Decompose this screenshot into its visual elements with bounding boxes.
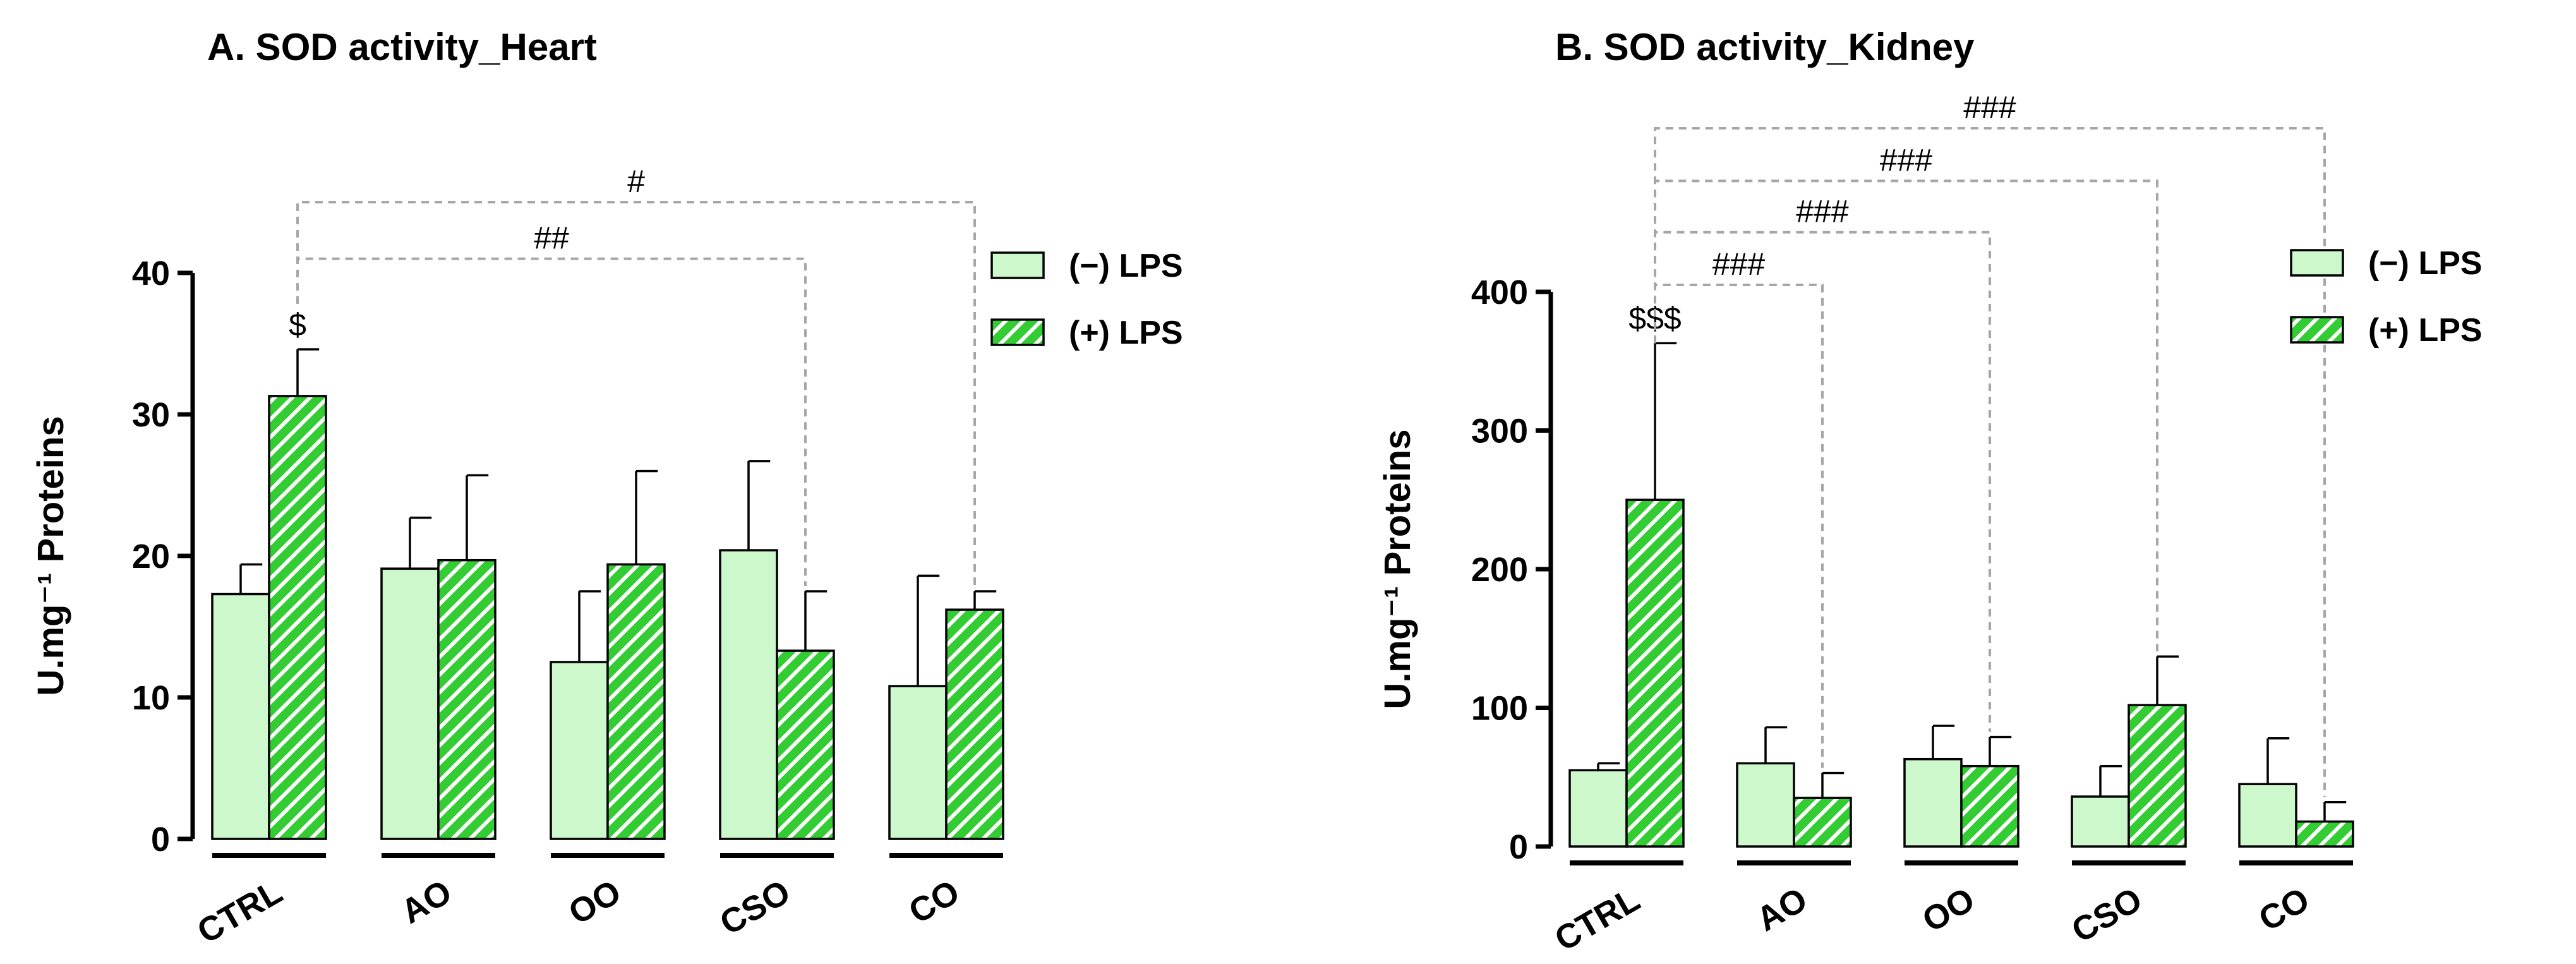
bar-ctrl-neg-lps bbox=[211, 593, 270, 840]
y-axis-label: U.mg⁻¹ Proteins bbox=[30, 416, 71, 696]
bar-co-neg-lps bbox=[2238, 783, 2297, 848]
bar-ctrl-neg-lps bbox=[1568, 769, 1628, 848]
significance-label-ctrl: $ bbox=[289, 307, 306, 342]
x-tick-label-ctrl: CTRL bbox=[191, 872, 289, 951]
x-tick-label-ctrl: CTRL bbox=[1548, 880, 1646, 958]
x-tick-label-oo: OO bbox=[562, 872, 627, 932]
bar-co-pos-lps bbox=[945, 608, 1004, 840]
x-tick-label-ao: AO bbox=[395, 872, 458, 931]
bar-oo-pos-lps bbox=[606, 563, 666, 840]
x-tick-label-cso: CSO bbox=[714, 872, 797, 942]
bracket-label-ctrl-cso: ## bbox=[534, 220, 569, 256]
bracket-label-ctrl-cso: ### bbox=[1880, 142, 1933, 178]
y-tick-label-200: 200 bbox=[1471, 551, 1528, 589]
x-tick-label-co: CO bbox=[2253, 880, 2316, 938]
legend-swatch-pos-lps bbox=[990, 318, 1045, 346]
bracket-label-ctrl-oo: ### bbox=[1796, 194, 1849, 229]
bracket-label-ctrl-co: ### bbox=[1963, 90, 2016, 125]
y-tick-label-0: 0 bbox=[151, 821, 170, 859]
bar-oo-neg-lps bbox=[550, 661, 609, 840]
legend-label-pos-lps: (+) LPS bbox=[1069, 315, 1183, 351]
bracket-label-ctrl-ao: ### bbox=[1712, 246, 1766, 282]
legend-label-pos-lps: (+) LPS bbox=[2368, 312, 2483, 349]
y-tick-label-10: 10 bbox=[132, 679, 170, 717]
x-tick-label-oo: OO bbox=[1916, 880, 1981, 939]
bar-co-pos-lps bbox=[2295, 820, 2354, 848]
bar-ao-neg-lps bbox=[1736, 762, 1795, 848]
bracket-ctrl-co bbox=[1654, 126, 2326, 797]
panel-kidney: B. SOD activity_Kidney 0 100 200 300 400 U.mg⁻… bbox=[1377, 26, 2483, 958]
y-tick-label-100: 100 bbox=[1471, 690, 1528, 728]
legend-swatch-pos-lps bbox=[2290, 316, 2344, 344]
significance-label-ctrl: $$$ bbox=[1628, 301, 1681, 336]
y-tick-label-20: 20 bbox=[132, 538, 170, 575]
bracket-ctrl-cso bbox=[296, 257, 807, 586]
legend-swatch-neg-lps bbox=[990, 251, 1045, 279]
bracket-ctrl-co bbox=[296, 201, 976, 586]
bar-oo-pos-lps bbox=[1960, 764, 2019, 848]
chart-title: B. SOD activity_Kidney bbox=[1555, 26, 1975, 68]
bracket-label-ctrl-co: # bbox=[627, 164, 645, 199]
bar-oo-neg-lps bbox=[1903, 757, 1963, 848]
legend-label-neg-lps: (−) LPS bbox=[1069, 248, 1183, 284]
x-tick-label-ao: AO bbox=[1750, 880, 1814, 938]
x-tick-label-cso: CSO bbox=[2066, 880, 2148, 949]
bar-ao-pos-lps bbox=[437, 558, 497, 840]
bar-ao-neg-lps bbox=[380, 567, 440, 840]
y-axis-label: U.mg⁻¹ Proteins bbox=[1377, 429, 1418, 709]
legend-label-neg-lps: (−) LPS bbox=[2368, 245, 2483, 282]
legend-swatch-neg-lps bbox=[2290, 249, 2344, 277]
bar-cso-neg-lps bbox=[2071, 795, 2130, 848]
y-tick-label-0: 0 bbox=[1509, 828, 1528, 866]
y-tick-label-30: 30 bbox=[132, 396, 170, 434]
bar-co-neg-lps bbox=[888, 685, 948, 840]
bar-ctrl-pos-lps bbox=[268, 395, 327, 840]
x-tick-label-co: CO bbox=[903, 872, 966, 931]
bar-cso-neg-lps bbox=[719, 549, 778, 840]
bar-cso-pos-lps bbox=[2128, 704, 2187, 848]
panel-heart: A. SOD activity_Heart 0 10 20 30 40 U.mg⁻¹ Pro… bbox=[30, 26, 1183, 951]
y-tick-label-40: 40 bbox=[132, 255, 170, 292]
bar-cso-pos-lps bbox=[776, 649, 835, 840]
bar-ctrl-pos-lps bbox=[1625, 498, 1685, 848]
chart-title: A. SOD activity_Heart bbox=[207, 26, 597, 68]
y-tick-label-400: 400 bbox=[1471, 274, 1528, 311]
y-tick-label-300: 300 bbox=[1471, 413, 1528, 450]
bar-ao-pos-lps bbox=[1793, 797, 1852, 848]
